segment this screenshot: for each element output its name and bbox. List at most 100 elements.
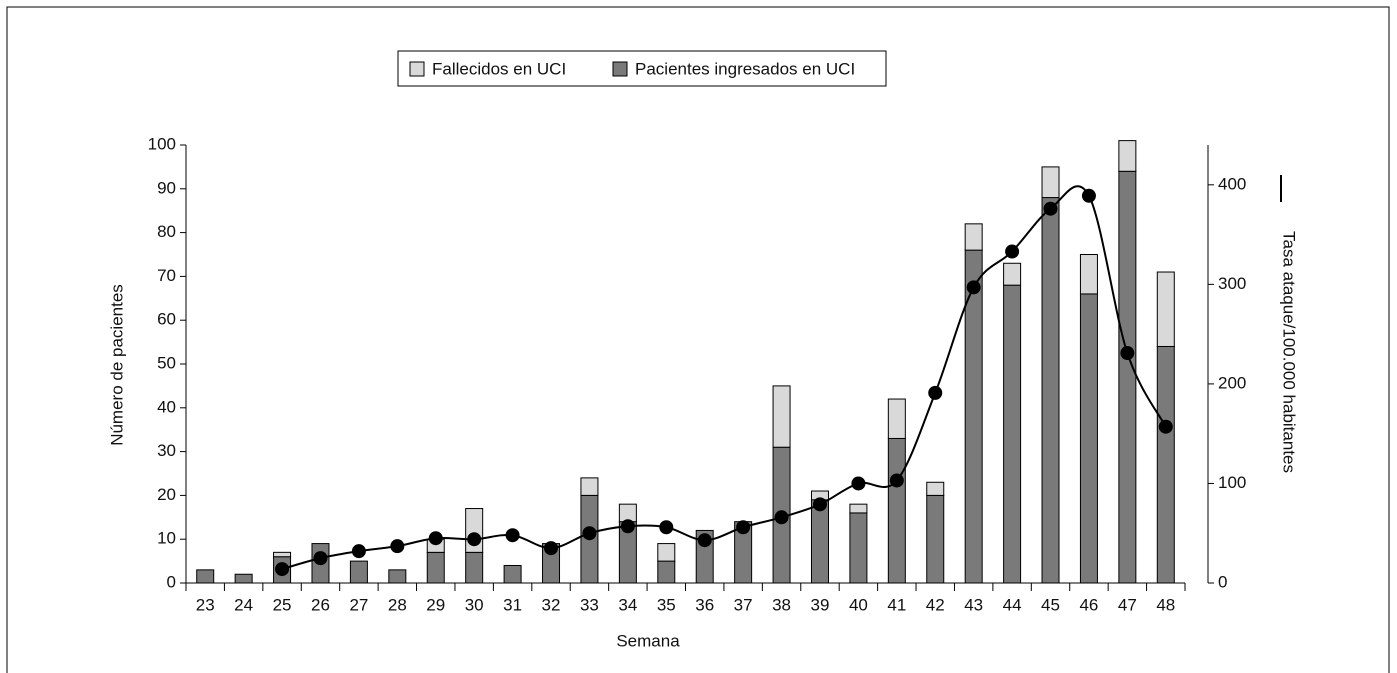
y-tick-label: 100 [148,134,176,153]
bar [196,569,215,584]
line-point [275,562,290,577]
y-tick-label: 70 [157,266,176,285]
bar [1003,284,1022,584]
x-tick-label: 24 [234,595,253,614]
y-tick-label: 50 [157,353,176,372]
line-point [697,533,712,548]
bar [1118,140,1137,172]
line-point [812,497,827,512]
x-tick-label: 42 [926,595,945,614]
bar [234,573,253,584]
bar [618,503,637,523]
bar [580,477,599,496]
x-tick-label: 44 [1003,595,1022,614]
line-point [966,280,981,295]
bar [849,512,868,584]
bar [465,551,484,584]
frame [6,6,1390,673]
x-tick-label: 48 [1156,595,1175,614]
y-axis-title: Número de pacientes [107,284,126,446]
bar [926,481,945,496]
legend-box [397,50,887,87]
x-tick-label: 46 [1079,595,1098,614]
bar [657,560,676,584]
y-tick-label: 0 [167,572,176,591]
bar [1118,170,1137,584]
legend-swatch [612,61,628,77]
x-tick-label: 32 [542,595,561,614]
x-tick-label: 23 [196,595,215,614]
x-tick-label: 28 [388,595,407,614]
line-point [851,476,866,491]
x-tick-label: 27 [349,595,368,614]
x-tick-label: 45 [1041,595,1060,614]
line-point [1081,188,1096,203]
bar [349,560,368,584]
y-tick-label: 40 [157,397,176,416]
x-tick-label: 25 [273,595,292,614]
line-point [1158,419,1173,434]
x-tick-label: 26 [311,595,330,614]
bar [772,385,791,448]
x-tick-label: 33 [580,595,599,614]
bar [426,551,445,584]
y2-tick-label: 400 [1218,174,1246,193]
x-tick-label: 34 [618,595,637,614]
line-point [428,531,443,546]
bar [810,499,829,584]
x-tick-label: 35 [657,595,676,614]
line-point [313,551,328,566]
bar [657,543,676,562]
x-axis-title: Semana [616,631,680,650]
line-point [467,532,482,547]
x-tick-label: 31 [503,595,522,614]
x-tick-label: 38 [772,595,791,614]
line-point [889,473,904,488]
line-point [390,539,405,554]
line [281,185,1167,571]
y-tick-label: 20 [157,485,176,504]
bar [1003,262,1022,286]
x-tick-label: 30 [465,595,484,614]
line-point [1120,346,1135,361]
line-point [544,541,559,556]
legend-label: Fallecidos en UCI [432,59,566,78]
line-point [351,544,366,559]
line-point [736,520,751,535]
y2-tick-label: 0 [1218,572,1227,591]
x-tick-label: 47 [1118,595,1137,614]
line-point [774,510,789,525]
bar [887,437,906,584]
bar [388,569,407,584]
x-tick-label: 41 [887,595,906,614]
y-tick-label: 60 [157,310,176,329]
bar [1156,271,1175,347]
x-tick-label: 40 [849,595,868,614]
legend-swatch [409,61,425,77]
y-tick-label: 80 [157,222,176,241]
line-point [620,519,635,534]
bar [1041,166,1060,199]
line-point [582,526,597,541]
y-tick-label: 10 [157,529,176,548]
bar [1079,293,1098,584]
y2-tick-label: 300 [1218,274,1246,293]
x-tick-label: 43 [964,595,983,614]
bar [1079,254,1098,295]
y2-tick-label: 100 [1218,473,1246,492]
bar [273,551,292,558]
bar [1041,197,1060,584]
bar [964,223,983,251]
x-tick-label: 36 [695,595,714,614]
line-point [928,385,943,400]
bar [926,494,945,584]
line-point [1043,201,1058,216]
y-tick-label: 30 [157,441,176,460]
legend-label: Pacientes ingresados en UCI [635,59,855,78]
x-tick-label: 29 [426,595,445,614]
y2-axis-title: Tasa ataque/100.000 habitantes [1280,231,1299,473]
y2-tick-label: 200 [1218,373,1246,392]
line-point [505,528,520,543]
x-tick-label: 37 [734,595,753,614]
